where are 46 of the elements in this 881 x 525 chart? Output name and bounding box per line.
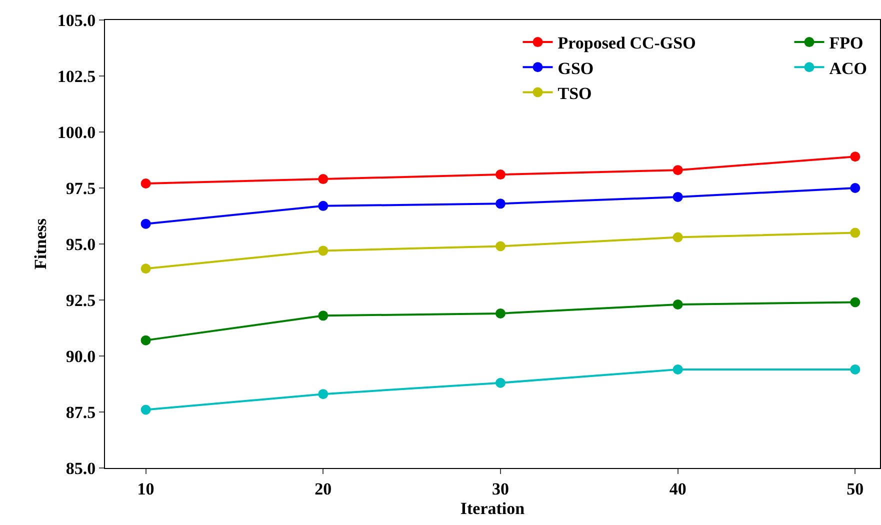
point xyxy=(140,404,151,415)
point xyxy=(140,264,151,274)
legend-label: Proposed CC-GSO xyxy=(558,34,696,53)
point xyxy=(850,364,860,374)
y-tick-label: 105.0 xyxy=(57,10,96,30)
point xyxy=(850,228,860,238)
point xyxy=(140,218,151,229)
legend-label: GSO xyxy=(558,58,594,78)
point xyxy=(318,200,328,211)
legend-label: FPO xyxy=(829,34,864,53)
point xyxy=(672,364,683,374)
point xyxy=(672,299,683,310)
point xyxy=(672,165,683,176)
y-tick-label: 90.0 xyxy=(66,346,96,366)
y-axis-title: Fitness xyxy=(30,218,50,270)
y-tick-label: 100.0 xyxy=(57,122,96,142)
legend-label: TSO xyxy=(558,84,592,103)
point xyxy=(672,232,683,242)
x-tick-label: 40 xyxy=(669,479,686,498)
point xyxy=(495,241,506,252)
x-tick-label: 50 xyxy=(846,479,864,498)
legend-label: ACO xyxy=(829,58,868,78)
point xyxy=(495,308,506,318)
point xyxy=(140,178,151,189)
point xyxy=(672,192,683,202)
point xyxy=(495,378,506,388)
point xyxy=(318,310,328,321)
y-tick-label: 85.0 xyxy=(66,458,96,478)
x-axis-title: Iteration xyxy=(460,498,526,518)
point xyxy=(495,170,506,180)
x-tick-label: 30 xyxy=(492,479,509,498)
point xyxy=(318,246,328,256)
point xyxy=(495,198,506,209)
y-tick-label: 87.5 xyxy=(66,402,96,422)
x-tick-label: 20 xyxy=(314,479,332,498)
y-tick-label: 92.5 xyxy=(66,290,96,310)
point xyxy=(318,174,328,184)
x-tick-label: 10 xyxy=(137,479,154,498)
point xyxy=(140,335,151,346)
y-tick-label: 97.5 xyxy=(66,178,96,198)
point xyxy=(850,183,860,193)
y-tick-label: 95.0 xyxy=(66,234,96,254)
point xyxy=(850,297,860,308)
y-tick-label: 102.5 xyxy=(57,66,96,86)
point xyxy=(318,389,328,400)
point xyxy=(850,152,860,162)
